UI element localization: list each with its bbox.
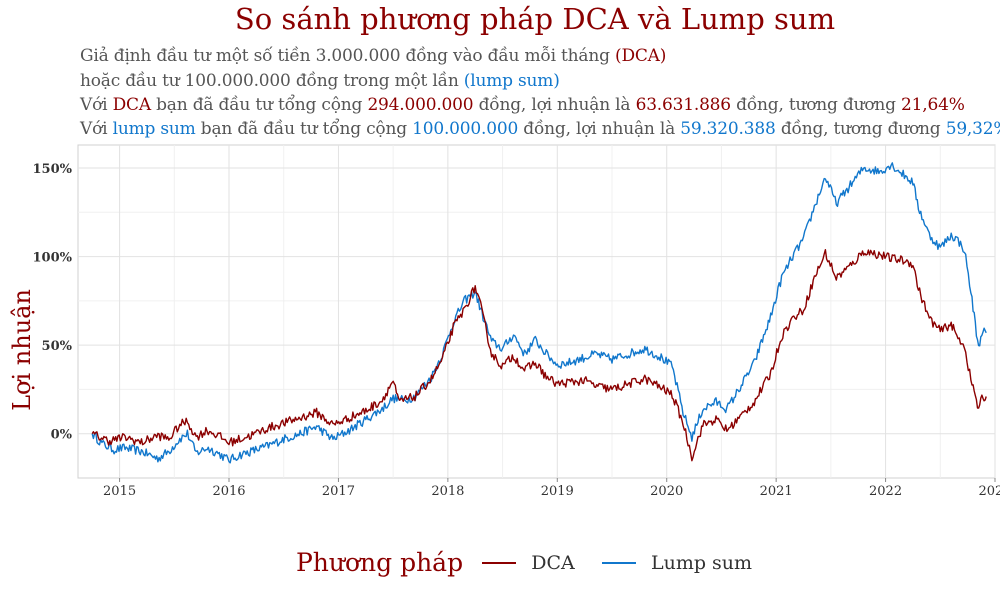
subtitle-3-invested: 294.000.000 — [367, 95, 474, 115]
subtitle-4-p3: đồng, lợi nhuận là — [523, 119, 676, 139]
subtitle-1-method: (DCA) — [615, 46, 667, 66]
series-lines — [91, 162, 987, 464]
subtitle-1-text: Giả định đầu tư một số tiền 3.000.000 đồ… — [80, 46, 610, 66]
subtitle-3-p2: bạn đã đầu tư tổng cộng — [156, 95, 363, 115]
subtitle-3-profit: 63.631.886 — [635, 95, 732, 115]
y-tick-label: 0% — [51, 428, 73, 443]
subtitle-2-method: (lump sum) — [463, 71, 560, 91]
plot-panel — [77, 144, 996, 479]
legend-key-dca — [482, 561, 517, 564]
series-line-dca — [91, 249, 987, 462]
subtitle-3-pct: 21,64% — [901, 95, 965, 115]
grid — [77, 144, 996, 479]
x-tick-label: 2015 — [103, 484, 136, 499]
y-tick-label: 150% — [33, 162, 73, 177]
x-tick-label: 2021 — [760, 484, 793, 499]
line-chart: 2015 2016 2017 2018 2019 2020 2021 2022 2023 0% 50… — [33, 144, 1000, 499]
subtitle-3-p3: đồng, lợi nhuận là — [478, 95, 631, 115]
y-axis-label-wrap: Lợi nhuận — [4, 250, 40, 454]
x-tick-label: 2023 — [978, 484, 1000, 499]
legend-key-lump-sum — [601, 561, 636, 564]
subtitle-line-2: hoặc đầu tư 100.000.000 đồng trong một l… — [80, 71, 560, 91]
x-tick-label: 2022 — [869, 484, 902, 499]
series-line-lump-sum — [91, 162, 987, 464]
x-tick-label: 2017 — [322, 484, 355, 499]
x-tick-label: 2019 — [541, 484, 574, 499]
legend-title: Phương pháp — [295, 548, 464, 577]
subtitle-4-profit: 59.320.388 — [680, 119, 776, 139]
chart-title: So sánh phương pháp DCA và Lump sum — [234, 2, 836, 36]
subtitle-4-p4: đồng, tương đương — [780, 119, 941, 139]
legend: Phương pháp DCA Lump sum — [0, 548, 1000, 577]
subtitle-3-method: DCA — [112, 95, 152, 115]
legend-label-lump-sum: Lump sum — [650, 551, 753, 574]
subtitle-3-p1: Với — [80, 95, 108, 115]
subtitle-line-3: Với DCA bạn đã đầu tư tổng cộng 294.000.… — [80, 95, 965, 115]
y-axis-label-svg: Lợi nhuận — [8, 289, 36, 411]
y-tick-label: 50% — [42, 339, 73, 354]
x-tick-label: 2016 — [212, 484, 245, 499]
subtitle-line-1: Giả định đầu tư một số tiền 3.000.000 đồ… — [80, 46, 666, 66]
axes: 2015 2016 2017 2018 2019 2020 2021 2022 2023 0% 50… — [33, 162, 1000, 499]
subtitle-3-p4: đồng, tương đương — [736, 95, 896, 115]
subtitle-4-method: lump sum — [112, 119, 196, 139]
subtitle-4-p2: bạn đã đầu tư tổng cộng — [200, 119, 407, 139]
y-tick-label: 100% — [33, 251, 73, 266]
subtitle-2-text: hoặc đầu tư 100.000.000 đồng trong một l… — [80, 71, 459, 91]
subtitle-4-invested: 100.000.000 — [412, 119, 519, 139]
subtitle-4-pct: 59,32% — [945, 119, 1000, 139]
x-tick-label: 2018 — [431, 484, 464, 499]
x-tick-label: 2020 — [650, 484, 683, 499]
subtitle-line-4: Với lump sum bạn đã đầu tư tổng cộng 100… — [80, 119, 1000, 139]
subtitle-4-p1: Với — [80, 119, 108, 139]
y-axis-label: Lợi nhuận — [8, 289, 36, 411]
legend-label-dca: DCA — [531, 551, 575, 574]
